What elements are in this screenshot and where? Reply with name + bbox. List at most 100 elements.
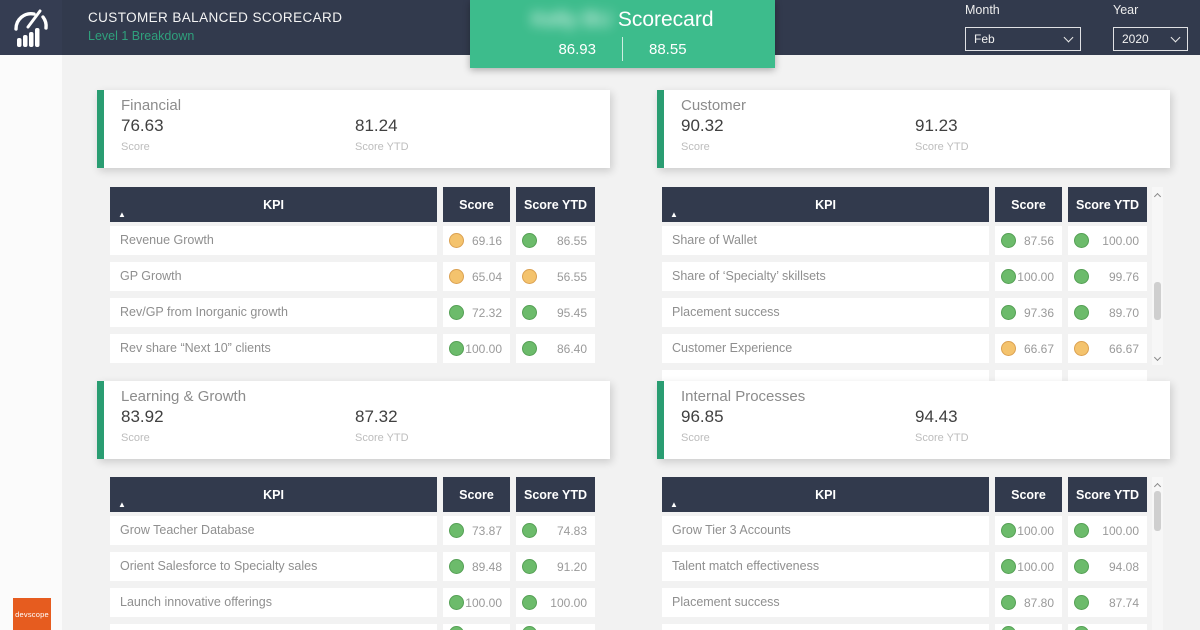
score-value: 97.36 — [1023, 305, 1054, 320]
app-logo — [0, 0, 62, 55]
year-dropdown-value: 2020 — [1122, 32, 1149, 46]
status-dot — [449, 595, 464, 610]
status-dot — [1001, 626, 1016, 630]
score-ytd-value: 89.70 — [1108, 305, 1139, 320]
scorecard-banner: Kelly BU Scorecard 86.93 88.55 — [470, 0, 775, 68]
status-dot — [449, 626, 464, 630]
devscope-logo: devscope — [13, 598, 51, 630]
status-dot — [449, 559, 464, 574]
kpi-column-header[interactable]: KPI ▲ — [662, 477, 989, 512]
scrollbar-thumb[interactable] — [1154, 491, 1161, 531]
score-column-header[interactable]: Score — [443, 187, 510, 222]
kpi-name-cell: Placement success — [662, 588, 989, 617]
card-score-ytd-label: Score YTD — [915, 141, 969, 153]
table-row[interactable]: GP Growth 65.04 56.55 — [110, 262, 595, 291]
table-row[interactable]: Rev/GP from Inorganic growth 72.32 95.45 — [110, 298, 595, 327]
status-dot — [522, 523, 537, 538]
report-subtitle: Level 1 Breakdown — [88, 29, 195, 43]
status-dot — [449, 305, 464, 320]
table-header-row: KPI ▲ Score Score YTD — [110, 187, 595, 222]
table-header-row: KPI ▲ Score Score YTD — [662, 477, 1147, 512]
scorecard-banner-title: Kelly BU Scorecard — [470, 8, 775, 32]
table-row[interactable]: Placement success 97.36 89.70 — [662, 298, 1147, 327]
card-score-label: Score — [681, 141, 710, 153]
table-row[interactable]: Orient Salesforce to Specialty sales 89.… — [110, 552, 595, 581]
kpi-name-cell: Revenue Growth — [110, 226, 437, 255]
scroll-down-icon[interactable] — [1152, 353, 1163, 362]
score-ytd-value: 95.45 — [556, 305, 587, 320]
chevron-down-icon — [1170, 32, 1181, 43]
score-ytd-cell: 94.08 — [1068, 552, 1147, 581]
card-title: Customer — [681, 97, 747, 114]
score-ytd-cell: 66.67 — [1068, 334, 1147, 363]
banner-score-ytd: 88.55 — [649, 40, 687, 58]
card-title: Financial — [121, 97, 182, 114]
card-score-ytd-label: Score YTD — [355, 141, 409, 153]
score-ytd-value: 74.83 — [556, 523, 587, 538]
table-row[interactable]: Share of Wallet 87.56 100.00 — [662, 226, 1147, 255]
month-dropdown[interactable]: Feb — [965, 27, 1081, 51]
score-cell: 87.56 — [995, 226, 1062, 255]
score-cell: 100.00 — [443, 334, 510, 363]
card-accent-bar — [657, 381, 664, 459]
kpi-column-header[interactable]: KPI ▲ — [662, 187, 989, 222]
score-cell: 87.80 — [995, 588, 1062, 617]
card-score: 96.85 — [681, 407, 724, 426]
status-dot — [522, 559, 537, 574]
gauge-chart-icon — [14, 9, 48, 47]
score-ytd-column-header[interactable]: Score YTD — [1068, 477, 1147, 512]
status-dot — [522, 341, 537, 356]
learning-growth-kpi-table: KPI ▲ Score Score YTD Grow Teacher Datab… — [110, 477, 595, 630]
score-ytd-column-header[interactable]: Score YTD — [516, 187, 595, 222]
table-row[interactable]: Customer Experience 66.67 66.67 — [662, 334, 1147, 363]
year-dropdown[interactable]: 2020 — [1113, 27, 1188, 51]
card-score-label: Score — [121, 432, 150, 444]
sort-ascending-icon: ▲ — [118, 500, 126, 509]
card-score: 83.92 — [121, 407, 164, 426]
scroll-up-icon[interactable] — [1152, 190, 1163, 201]
kpi-name-cell: Launch innovative offerings — [110, 588, 437, 617]
kpi-name-cell: Share of Wallet — [662, 226, 989, 255]
card-accent-bar — [97, 90, 104, 168]
score-ytd-cell: 91.20 — [516, 552, 595, 581]
score-cell: 65.04 — [443, 262, 510, 291]
scrollbar[interactable] — [1152, 187, 1163, 365]
scorecard-label: Scorecard — [617, 8, 714, 31]
kpi-column-header[interactable]: KPI ▲ — [110, 187, 437, 222]
score-column-header[interactable]: Score — [995, 477, 1062, 512]
score-ytd-column-header[interactable]: Score YTD — [516, 477, 595, 512]
kpi-name-cell: Rev/GP from Inorganic growth — [110, 298, 437, 327]
card-score-label: Score — [121, 141, 150, 153]
score-value: 100.00 — [1017, 269, 1054, 284]
score-ytd-value: 100.00 — [1102, 233, 1139, 248]
score-ytd-value: 87.74 — [1108, 595, 1139, 610]
table-row[interactable]: Grow Tier 3 Accounts 100.00 100.00 — [662, 516, 1147, 545]
table-row[interactable]: Grow Teacher Database 73.87 74.83 — [110, 516, 595, 545]
score-value: 72.32 — [471, 305, 502, 320]
card-accent-bar — [97, 381, 104, 459]
status-dot — [449, 269, 464, 284]
score-column-header[interactable]: Score — [443, 477, 510, 512]
report-title: CUSTOMER BALANCED SCORECARD — [88, 10, 343, 25]
table-row[interactable]: Revenue Growth 69.16 86.55 — [110, 226, 595, 255]
table-row[interactable]: Launch innovative offerings 100.00 100.0… — [110, 588, 595, 617]
score-value: 66.67 — [1023, 341, 1054, 356]
table-row[interactable]: Talent match effectiveness 100.00 94.08 — [662, 552, 1147, 581]
kpi-column-header[interactable]: KPI ▲ — [110, 477, 437, 512]
status-dot — [1074, 341, 1089, 356]
table-row[interactable]: Rev share “Next 10” clients 100.00 86.40 — [110, 334, 595, 363]
status-dot — [1074, 595, 1089, 610]
status-dot — [1001, 523, 1016, 538]
scrollbar-thumb[interactable] — [1154, 282, 1161, 320]
score-column-header[interactable]: Score — [995, 187, 1062, 222]
sort-ascending-icon: ▲ — [670, 500, 678, 509]
score-ytd-value: 56.55 — [556, 269, 587, 284]
scrollbar[interactable] — [1152, 477, 1163, 630]
scroll-up-icon[interactable] — [1152, 480, 1163, 491]
score-ytd-column-header[interactable]: Score YTD — [1068, 187, 1147, 222]
table-row[interactable]: Placement success 87.80 87.74 — [662, 588, 1147, 617]
score-cell: 73.87 — [443, 516, 510, 545]
table-row[interactable]: Share of ‘Specialty’ skillsets 100.00 99… — [662, 262, 1147, 291]
year-filter-label: Year — [1113, 3, 1139, 17]
